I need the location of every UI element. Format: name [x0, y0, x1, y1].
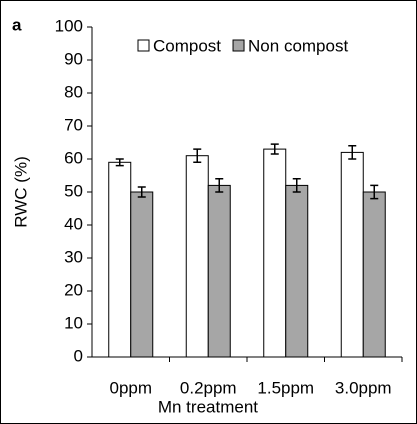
error-bar — [137, 186, 146, 198]
y-tick-label: 50 — [64, 181, 83, 200]
x-axis-label: Mn treatment — [158, 397, 258, 416]
x-tick-label: 0ppm — [109, 378, 152, 397]
bar — [362, 191, 386, 358]
panel-label: a — [12, 15, 22, 34]
y-axis-label: RWC (%) — [11, 156, 30, 227]
error-bar — [215, 178, 224, 193]
y-tick-label: 90 — [64, 49, 83, 68]
error-bar — [193, 148, 202, 164]
y-tick-label: 100 — [55, 16, 83, 35]
error-bar — [292, 178, 301, 193]
bar — [285, 184, 309, 358]
legend-swatch — [137, 39, 150, 52]
y-tick-label: 80 — [64, 82, 83, 101]
error-bar — [270, 143, 279, 155]
bar — [207, 184, 231, 358]
legend-label: Compost — [153, 36, 221, 55]
y-tick-label: 60 — [64, 148, 83, 167]
y-tick-label: 10 — [64, 313, 83, 332]
x-tick-label: 0.2ppm — [180, 378, 237, 397]
bar — [130, 191, 154, 358]
error-bar — [348, 145, 357, 160]
bar — [263, 148, 287, 358]
y-tick-label: 20 — [64, 280, 83, 299]
y-tick-label: 40 — [64, 214, 83, 233]
error-bar — [370, 184, 379, 200]
bar — [108, 161, 132, 358]
legend-swatch — [232, 39, 245, 52]
legend-label: Non compost — [248, 36, 348, 55]
x-tick-label: 1.5ppm — [257, 378, 314, 397]
y-tick-label: 70 — [64, 115, 83, 134]
bar — [185, 155, 209, 358]
y-tick-label: 30 — [64, 247, 83, 266]
y-tick-label: 0 — [74, 346, 83, 365]
error-bar — [115, 158, 124, 167]
x-tick-label: 3.0ppm — [335, 378, 392, 397]
bar — [340, 151, 364, 358]
